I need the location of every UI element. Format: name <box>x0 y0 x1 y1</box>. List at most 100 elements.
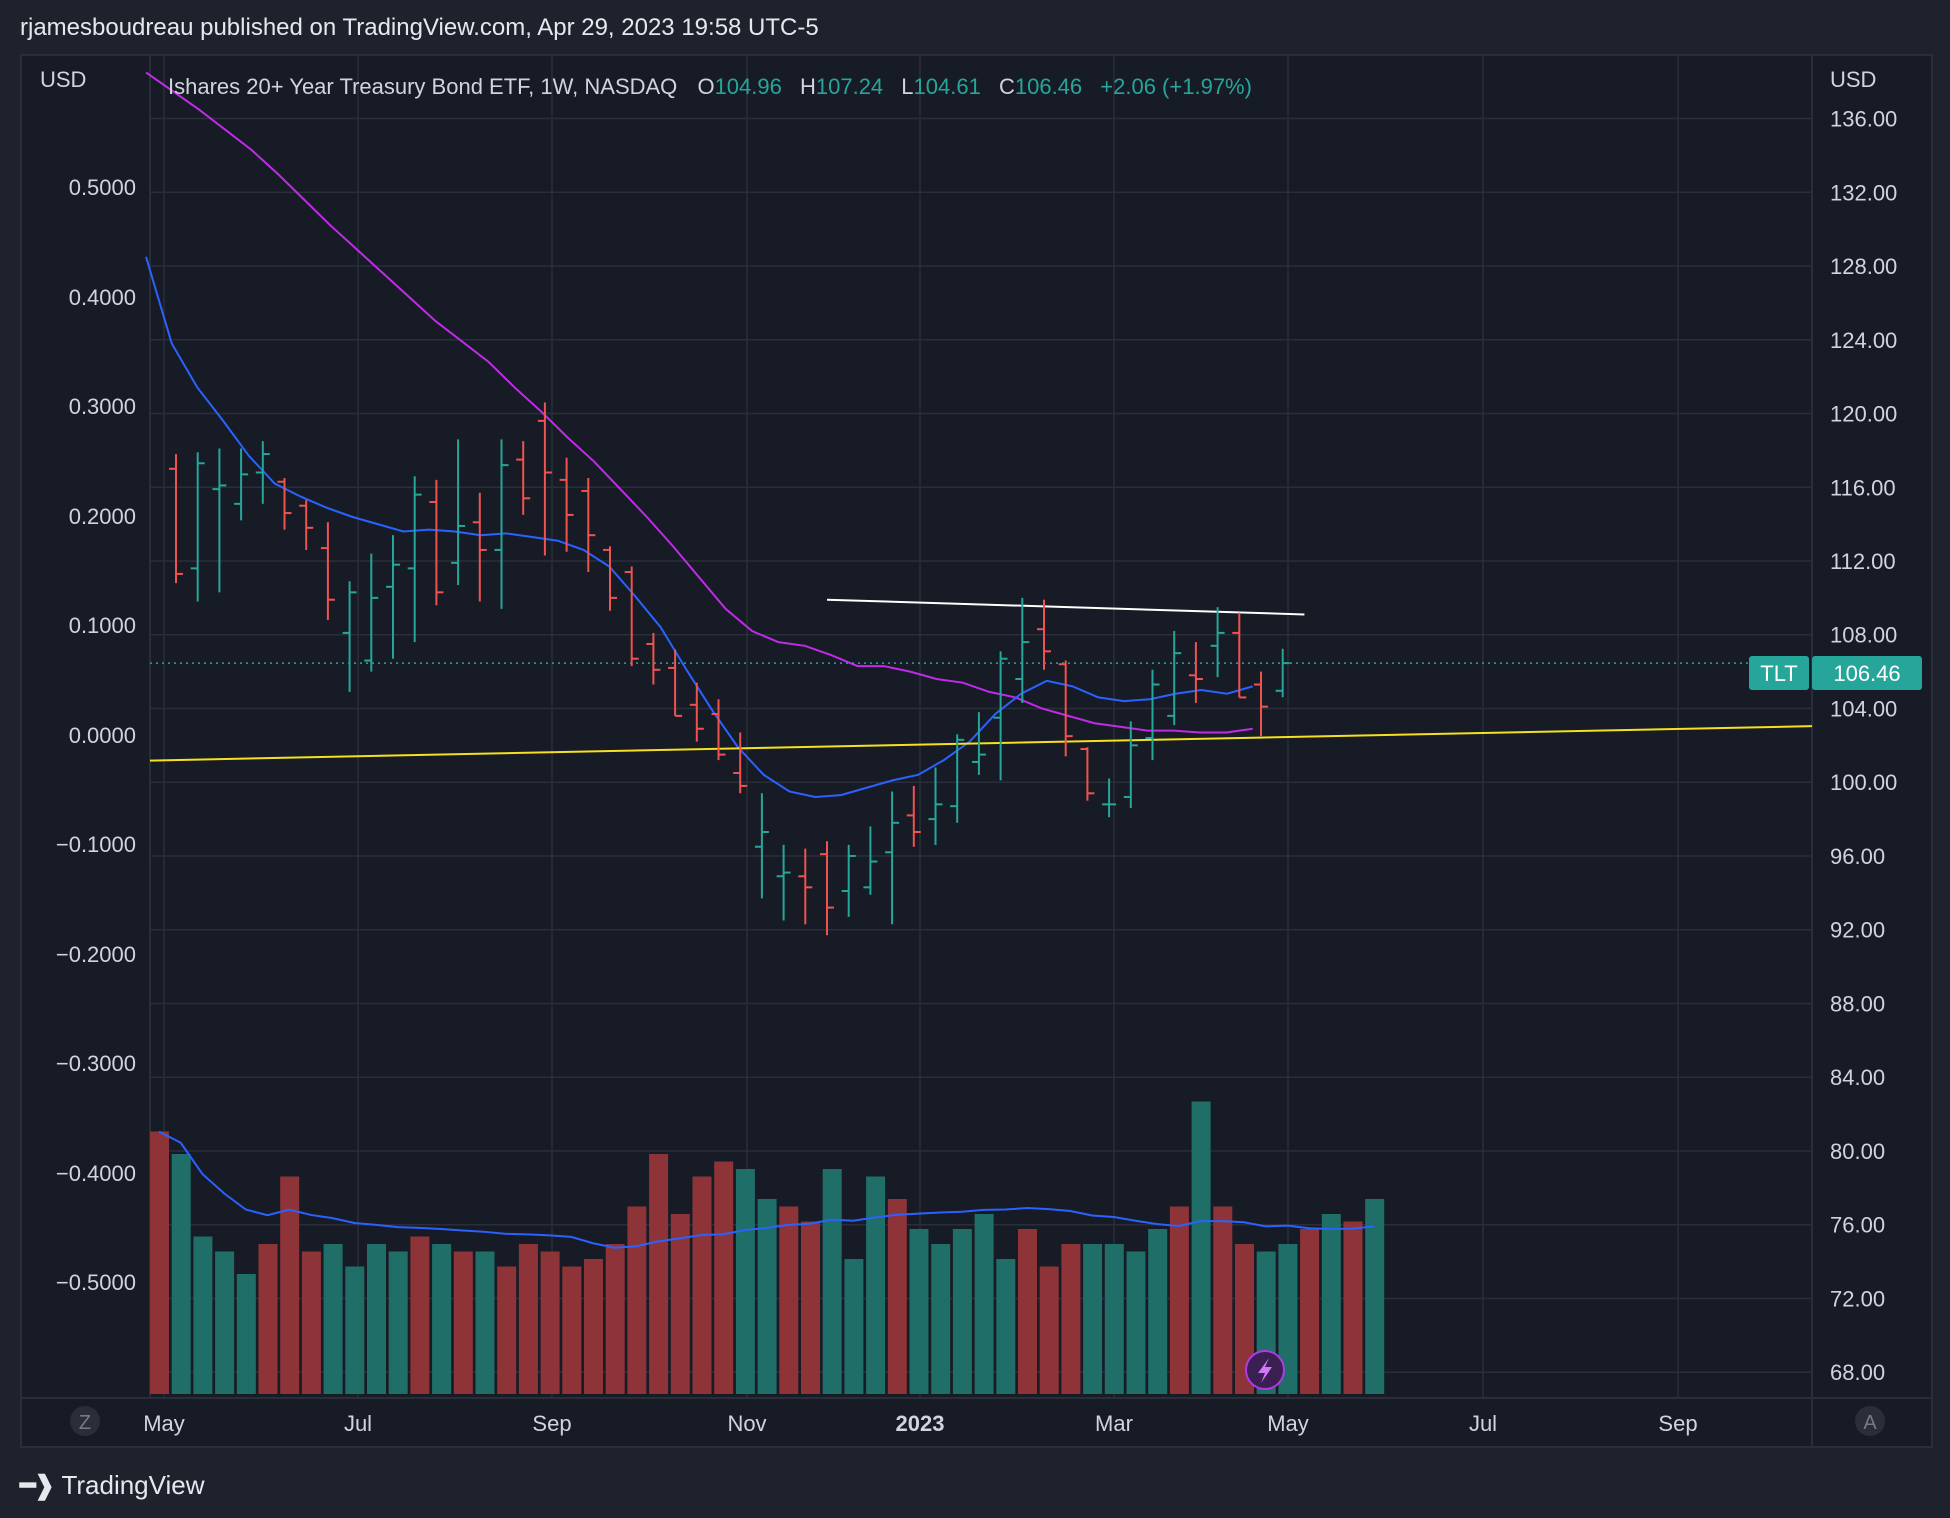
zoom-z-icon[interactable]: Z <box>79 1412 91 1434</box>
left-tick: −0.1000 <box>56 832 136 857</box>
volume-bar <box>692 1176 712 1394</box>
chart-panel[interactable]: USD USD 0.5000 0.4000 0.3000 0.2000 0.10… <box>20 54 1933 1448</box>
right-tick: 136.00 <box>1830 107 1897 132</box>
legend-low: 104.61 <box>914 74 981 99</box>
ohlc-bar <box>711 699 726 761</box>
volume-bar <box>150 1131 169 1394</box>
price-chart[interactable]: USD USD 0.5000 0.4000 0.3000 0.2000 0.10… <box>20 54 1933 1448</box>
volume-bar <box>1278 1244 1298 1394</box>
right-tick: 108.00 <box>1830 623 1897 648</box>
ohlc-bar <box>190 452 205 602</box>
left-tick: −0.2000 <box>56 942 136 967</box>
volume-bar <box>735 1169 755 1394</box>
chart-border <box>20 54 1933 1448</box>
sma-slow-line <box>145 71 1253 734</box>
left-tick: 0.3000 <box>69 394 136 419</box>
legend-change: +2.06 (+1.97%) <box>1100 74 1252 99</box>
left-tick: −0.4000 <box>56 1161 136 1186</box>
alerts-lightning-icon[interactable] <box>1245 1350 1285 1390</box>
right-axis-unit: USD <box>1830 67 1876 92</box>
right-tick: 104.00 <box>1830 696 1897 721</box>
right-tick: 72.00 <box>1830 1286 1885 1311</box>
zoom-button[interactable]: Z <box>70 1406 100 1436</box>
ohlc-bar <box>342 581 357 692</box>
tradingview-footer[interactable]: ━❱ TradingView <box>20 1468 205 1502</box>
auto-scale-button[interactable]: A <box>1855 1406 1885 1436</box>
ohlc-bar <box>885 791 900 925</box>
volume-bar <box>301 1251 321 1394</box>
volume-bar <box>388 1251 408 1394</box>
volume-bar <box>1104 1244 1124 1394</box>
ohlc-bar <box>234 448 249 521</box>
symbol-badge <box>1749 656 1809 690</box>
ohlc-bar <box>472 492 487 602</box>
right-tick: 68.00 <box>1830 1360 1885 1385</box>
volume-bar <box>1061 1244 1081 1394</box>
volume-bar <box>670 1214 690 1394</box>
volume-bar <box>801 1221 820 1394</box>
right-tick: 92.00 <box>1830 918 1885 943</box>
right-tick: 96.00 <box>1830 844 1885 869</box>
right-axis-ticks: 136.00 132.00 128.00 124.00 120.00 116.00 112.… <box>1830 107 1897 1386</box>
ohlc-bar <box>429 479 444 606</box>
ohlc-bar <box>863 826 878 895</box>
zoom-button-bg[interactable] <box>70 1406 100 1436</box>
right-tick: 76.00 <box>1830 1213 1885 1238</box>
volume-bar <box>1126 1251 1146 1394</box>
volume-bar <box>193 1236 213 1394</box>
ohlc-bar <box>798 848 813 925</box>
ohlc-bar <box>581 478 596 573</box>
volume-bar <box>1018 1229 1037 1394</box>
volume-bar <box>1148 1229 1168 1394</box>
grid <box>150 54 1812 1398</box>
volume-bar <box>1235 1244 1254 1394</box>
volume-bar <box>1083 1244 1103 1394</box>
ohlc-bar <box>169 454 183 584</box>
volume-bar <box>1213 1206 1233 1394</box>
tradingview-brand[interactable]: TradingView <box>61 1469 205 1500</box>
ohlc-bar <box>1145 669 1160 761</box>
volume-bar <box>931 1244 951 1394</box>
ohlc-bar <box>689 682 704 742</box>
ohlc-series <box>169 402 1290 936</box>
volume-bar <box>779 1206 799 1394</box>
chart-legend: Ishares 20+ Year Treasury Bond ETF, 1W, … <box>168 74 1252 99</box>
price-badge <box>1812 656 1922 690</box>
volume-bar <box>171 1154 191 1394</box>
right-tick: 116.00 <box>1830 475 1896 500</box>
legend-low-label: L <box>901 74 913 99</box>
ohlc-bar <box>494 439 509 609</box>
right-tick: 100.00 <box>1830 770 1897 795</box>
volume-bar <box>367 1244 386 1394</box>
volume-bar <box>540 1251 560 1394</box>
ohlc-bar <box>299 500 314 550</box>
auto-scale-button-bg[interactable] <box>1855 1406 1885 1436</box>
volume-bar <box>996 1259 1016 1394</box>
time-tick: Sep <box>1658 1411 1697 1436</box>
symbol-badge-label: TLT <box>1760 661 1797 686</box>
time-tick: Jul <box>1469 1411 1497 1436</box>
volume-bar <box>649 1154 669 1394</box>
volume-bar <box>345 1266 365 1394</box>
ohlc-bar <box>516 441 531 515</box>
tradingview-logo-icon[interactable]: ━❱ <box>20 1469 55 1500</box>
resistance-trendline <box>826 598 1305 616</box>
ohlc-bar <box>1123 721 1138 809</box>
volume-bar <box>453 1251 473 1394</box>
lightning-icon[interactable] <box>1258 1358 1272 1383</box>
volume-bar <box>1343 1221 1363 1394</box>
support-trendline <box>149 725 1813 762</box>
volume-bar <box>497 1266 517 1394</box>
time-tick: Nov <box>727 1411 766 1436</box>
ohlc-bar <box>841 844 856 917</box>
legend-close: 106.46 <box>1015 74 1082 99</box>
ohlc-bar <box>1102 778 1117 818</box>
ohlc-bar <box>1210 607 1225 678</box>
volume-bar <box>844 1259 864 1394</box>
ohlc-bar <box>212 448 227 593</box>
volume-bar <box>822 1169 842 1394</box>
auto-scale-a-icon[interactable]: A <box>1863 1412 1877 1434</box>
volume-bar <box>475 1251 495 1394</box>
ohlc-bar <box>1167 631 1182 726</box>
left-tick: 0.0000 <box>69 723 136 748</box>
